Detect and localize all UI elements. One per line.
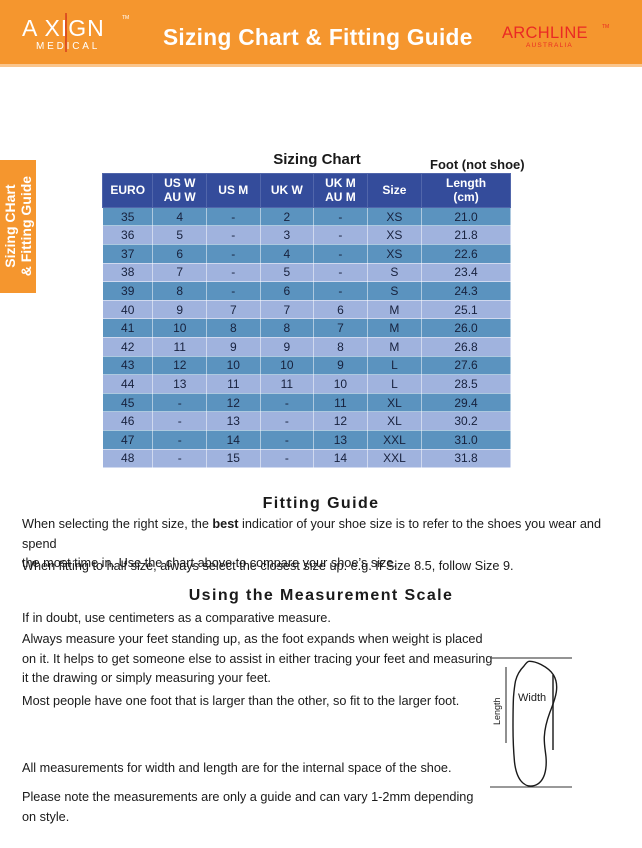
svg-text:Width: Width [518,692,546,704]
svg-text:TM: TM [602,24,609,30]
svg-text:MEDICAL: MEDICAL [36,41,100,52]
svg-text:AUSTRALIA: AUSTRALIA [526,42,573,49]
svg-text:ARCHLINE: ARCHLINE [502,24,588,42]
svg-text:Length: Length [492,697,502,725]
svg-text:TM: TM [122,15,129,21]
svg-text:A XIGN: A XIGN [22,15,105,41]
